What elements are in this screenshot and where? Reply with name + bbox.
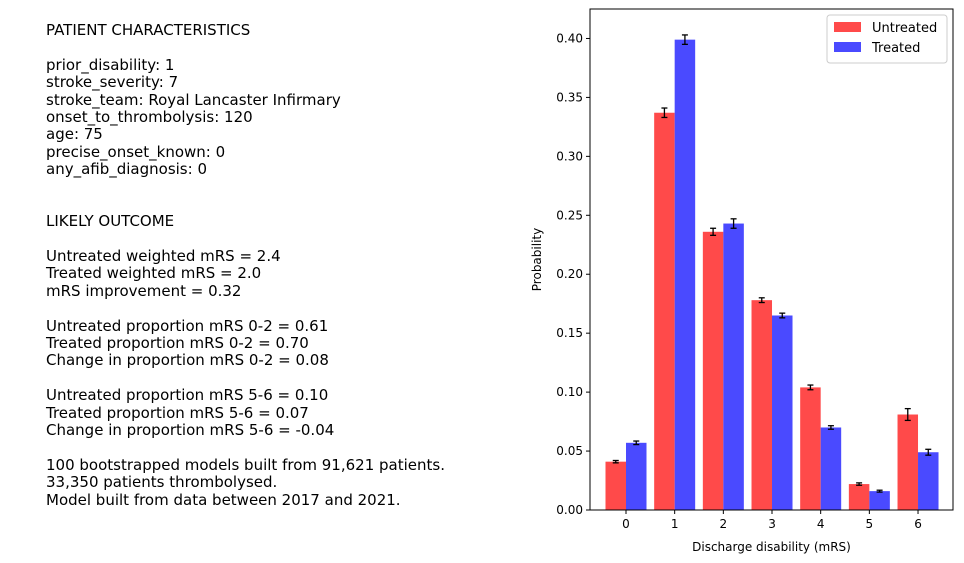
bar-treated-mrs-2 bbox=[723, 223, 744, 510]
y-tick-label: 0.35 bbox=[556, 90, 583, 104]
x-axis-title: Discharge disability (mRS) bbox=[692, 540, 851, 554]
error-bar-treated-mrs-3 bbox=[779, 312, 786, 319]
error-bar-treated-mrs-0 bbox=[633, 440, 640, 446]
patient-stroke-team: stroke_team: Royal Lancaster Infirmary bbox=[46, 90, 341, 109]
patient-stroke-severity: stroke_severity: 7 bbox=[46, 73, 179, 92]
bar-treated-mrs-1 bbox=[674, 39, 696, 510]
x-tick-label: 3 bbox=[768, 517, 776, 531]
y-tick-label: 0.10 bbox=[556, 385, 583, 399]
bar-treated-mrs-3 bbox=[772, 315, 793, 510]
change-proportion-mrs-5-6: Change in proportion mRS 5-6 = -0.04 bbox=[46, 421, 335, 439]
bar-treated-mrs-5 bbox=[869, 491, 890, 510]
error-bar-treated-mrs-4 bbox=[827, 425, 834, 430]
error-bar-untreated-mrs-2 bbox=[710, 227, 717, 236]
data-years-note: Model built from data between 2017 and 2… bbox=[46, 490, 401, 509]
patient-any-afib-diagnosis: any_afib_diagnosis: 0 bbox=[46, 160, 207, 179]
patient-onset-to-thrombolysis: onset_to_thrombolysis: 120 bbox=[46, 107, 253, 126]
bootstrap-models-note: 100 bootstrapped models built from 91,62… bbox=[46, 455, 445, 474]
error-bar-untreated-mrs-0 bbox=[612, 459, 619, 464]
legend-swatch-treated bbox=[834, 42, 861, 52]
bar-untreated-mrs-1 bbox=[654, 112, 675, 510]
y-axis-title: Probability bbox=[530, 228, 544, 291]
error-bar-treated-mrs-2 bbox=[730, 218, 737, 229]
patient-prior-disability: prior_disability: 1 bbox=[46, 55, 175, 74]
untreated-weighted-mrs: Untreated weighted mRS = 2.4 bbox=[46, 247, 281, 266]
bar-treated-mrs-0 bbox=[626, 442, 647, 510]
x-tick-label: 5 bbox=[866, 517, 874, 531]
change-proportion-mrs-0-2: Change in proportion mRS 0-2 = 0.08 bbox=[46, 351, 329, 370]
bar-untreated-mrs-0 bbox=[605, 461, 626, 510]
bar-treated-mrs-6 bbox=[918, 452, 939, 510]
outcome-heading: LIKELY OUTCOME bbox=[46, 212, 175, 231]
y-tick-label: 0.15 bbox=[556, 326, 583, 340]
y-tick-label: 0.40 bbox=[556, 31, 583, 45]
error-bar-untreated-mrs-1 bbox=[661, 107, 668, 119]
mrs-improvement: mRS improvement = 0.32 bbox=[46, 281, 242, 300]
y-tick-label: 0.00 bbox=[556, 503, 583, 517]
x-axis: 0 1 2 3 4 5 6 bbox=[622, 510, 922, 531]
bar-untreated-mrs-2 bbox=[702, 231, 724, 510]
y-tick-label: 0.25 bbox=[556, 208, 583, 222]
error-bar-treated-mrs-5 bbox=[876, 489, 883, 493]
bars-layer bbox=[605, 39, 939, 510]
error-bar-treated-mrs-6 bbox=[925, 448, 932, 456]
error-bar-untreated-mrs-3 bbox=[758, 297, 765, 304]
x-tick-label: 6 bbox=[914, 517, 922, 531]
legend-label-untreated: Untreated bbox=[872, 21, 937, 36]
y-tick-label: 0.20 bbox=[556, 267, 583, 281]
legend: Untreated Treated bbox=[826, 14, 948, 64]
error-bar-untreated-mrs-5 bbox=[856, 482, 863, 486]
x-tick-label: 2 bbox=[720, 517, 728, 531]
text-panel: PATIENT CHARACTERISTICS prior_disability… bbox=[46, 21, 516, 509]
error-bar-treated-mrs-1 bbox=[681, 34, 688, 46]
y-axis: 0.00 0.05 0.10 0.15 0.20 0.25 0.30 0.35 0.40 bbox=[556, 31, 590, 517]
patient-precise-onset-known: precise_onset_known: 0 bbox=[46, 142, 226, 161]
y-tick-label: 0.30 bbox=[556, 149, 583, 163]
patient-age: age: 75 bbox=[46, 125, 103, 144]
treated-proportion-mrs-5-6: Treated proportion mRS 5-6 = 0.07 bbox=[46, 403, 309, 422]
error-bar-untreated-mrs-4 bbox=[807, 384, 814, 391]
treated-weighted-mrs: Treated weighted mRS = 2.0 bbox=[46, 264, 262, 283]
error-bars-layer bbox=[612, 34, 932, 493]
untreated-proportion-mrs-0-2: Untreated proportion mRS 0-2 = 0.61 bbox=[46, 316, 329, 335]
x-tick-label: 4 bbox=[817, 517, 825, 531]
x-tick-label: 0 bbox=[622, 517, 630, 531]
patient-heading: PATIENT CHARACTERISTICS bbox=[46, 21, 251, 39]
bar-untreated-mrs-4 bbox=[800, 387, 821, 510]
untreated-proportion-mrs-5-6: Untreated proportion mRS 5-6 = 0.10 bbox=[46, 386, 329, 405]
plot-frame bbox=[589, 8, 954, 511]
error-bar-untreated-mrs-6 bbox=[904, 407, 911, 422]
legend-label-treated: Treated bbox=[871, 41, 920, 56]
legend-swatch-untreated bbox=[834, 22, 861, 32]
bar-untreated-mrs-3 bbox=[751, 300, 773, 510]
bar-untreated-mrs-6 bbox=[897, 414, 919, 510]
treated-proportion-mrs-0-2: Treated proportion mRS 0-2 = 0.70 bbox=[46, 334, 309, 353]
x-tick-label: 1 bbox=[671, 517, 679, 531]
bar-untreated-mrs-5 bbox=[848, 484, 870, 510]
y-tick-label: 0.05 bbox=[556, 444, 583, 458]
bar-treated-mrs-4 bbox=[820, 427, 842, 510]
thrombolysed-note: 33,350 patients thrombolysed. bbox=[46, 473, 278, 492]
